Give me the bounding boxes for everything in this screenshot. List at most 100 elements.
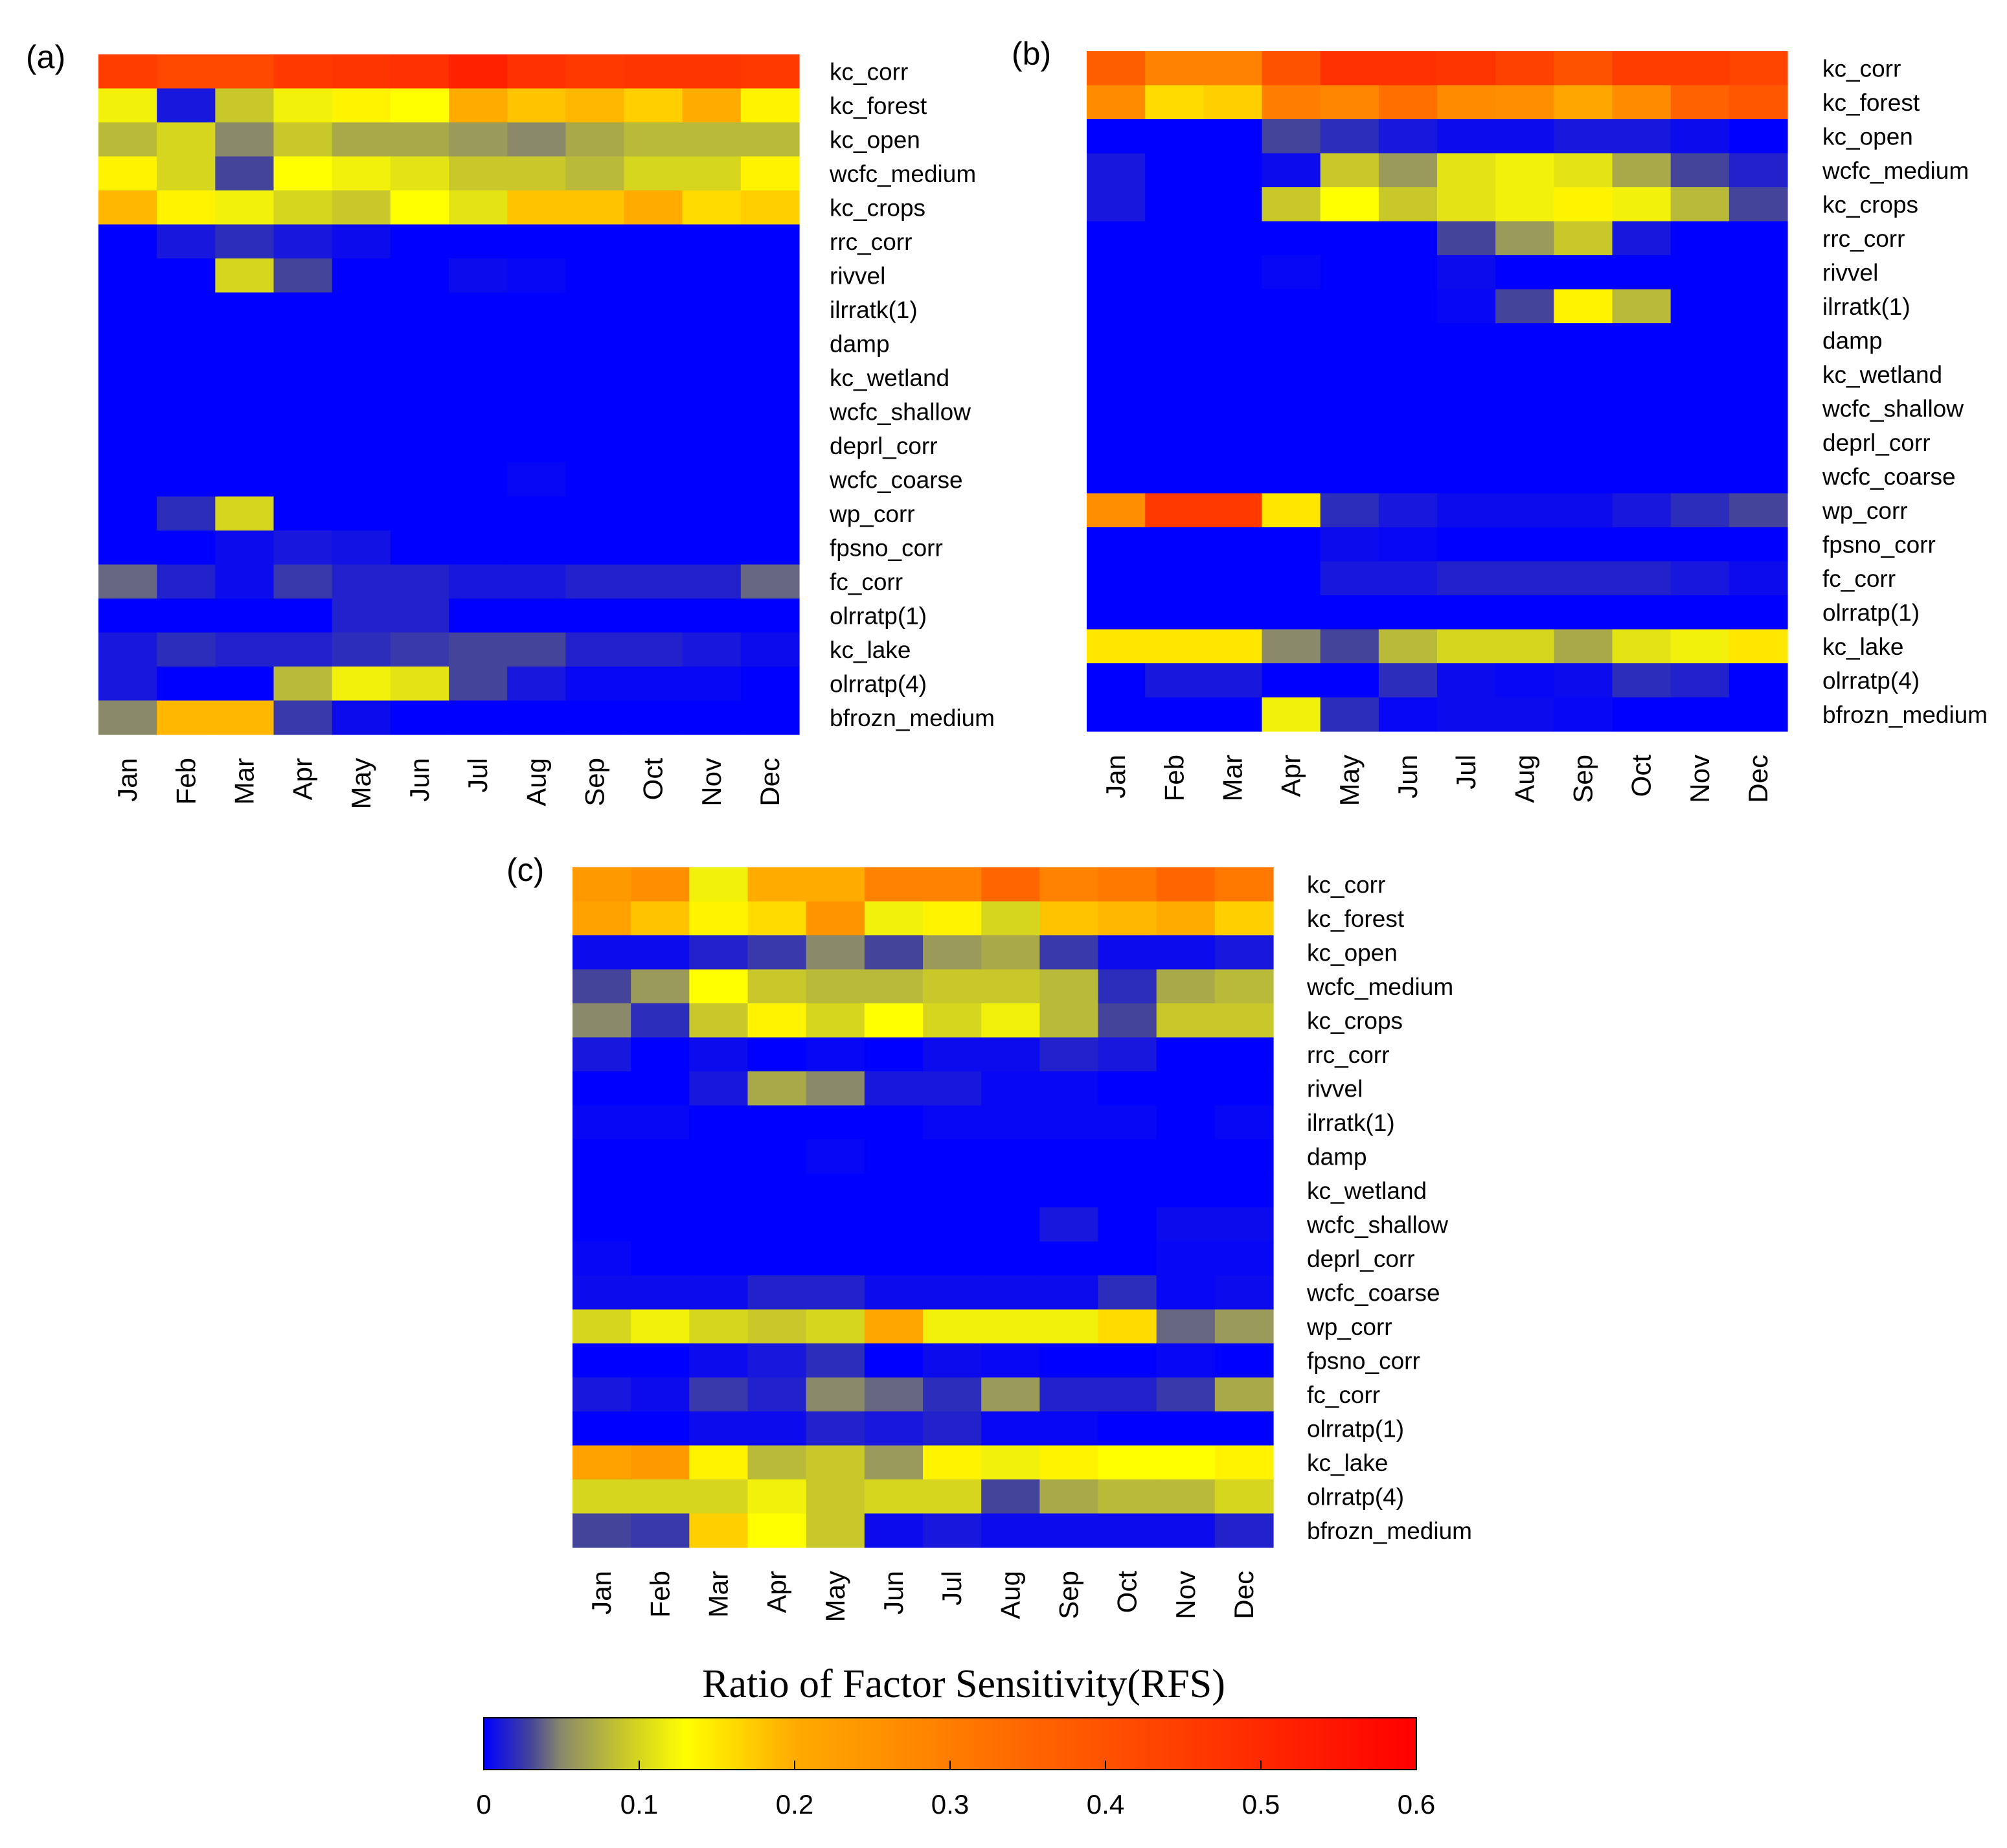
heatmap-cell: [864, 1003, 924, 1038]
heatmap-cell: [98, 530, 157, 565]
heatmap-cell: [689, 1207, 749, 1242]
heatmap-cell: [1203, 323, 1263, 358]
heatmap-cell: [747, 1207, 807, 1242]
heatmap-cell: [1262, 255, 1321, 290]
row-label: wcfc_medium: [1822, 157, 1969, 184]
colorbar: Ratio of Factor Sensitivity(RFS) 0 0.1 0.2…: [476, 1662, 1435, 1819]
heatmap-cell: [1262, 595, 1321, 630]
heatmap-cell: [1262, 323, 1321, 358]
heatmap-cell: [981, 1105, 1040, 1140]
heatmap-cell: [1156, 935, 1216, 970]
heatmap-cell: [390, 700, 449, 735]
heatmap-cell: [1039, 1343, 1099, 1378]
heatmap-cell: [806, 969, 865, 1004]
heatmap-cell: [682, 564, 742, 599]
heatmap-cell: [923, 1411, 982, 1446]
heatmap-cell: [689, 1071, 749, 1106]
heatmap-cell: [682, 190, 742, 225]
heatmap-cell: [864, 1071, 924, 1106]
heatmap-cell: [215, 190, 275, 225]
heatmap-cell: [923, 1513, 982, 1548]
heatmap-cell: [332, 667, 391, 702]
heatmap-cell: [747, 1479, 807, 1514]
column-label: Jan: [586, 1571, 617, 1615]
heatmap-cell: [1554, 289, 1613, 324]
heatmap-cell: [1145, 561, 1204, 596]
heatmap-cell: [1554, 51, 1613, 86]
row-label: deprl_corr: [1822, 429, 1931, 456]
heatmap-cell: [1378, 527, 1438, 562]
heatmap-cell: [631, 867, 690, 902]
heatmap-cell: [1554, 425, 1613, 460]
heatmap-cell: [1612, 561, 1672, 596]
heatmap-cell: [573, 1241, 631, 1276]
heatmap-cell: [981, 1207, 1040, 1242]
heatmap-cell: [689, 1003, 749, 1038]
heatmap-cell: [1156, 1037, 1216, 1072]
heatmap-cell: [740, 462, 800, 497]
heatmap-cell: [390, 360, 449, 395]
heatmap-cell: [682, 530, 742, 565]
heatmap-cell: [1156, 1309, 1216, 1344]
heatmap-cell: [565, 360, 625, 395]
heatmap-cell: [273, 326, 333, 361]
heatmap-cell: [864, 1275, 924, 1310]
heatmap-cell: [573, 901, 631, 936]
heatmap-cell: [864, 1411, 924, 1446]
row-label: wcfc_coarse: [829, 466, 963, 493]
heatmap-cell: [98, 700, 157, 735]
heatmap-cell: [507, 564, 566, 599]
heatmap-cell: [806, 935, 865, 970]
heatmap-cell: [923, 1275, 982, 1310]
heatmap-cell: [747, 1343, 807, 1378]
heatmap-cell: [1320, 255, 1379, 290]
heatmap-cell: [1670, 357, 1730, 392]
heatmap-cell: [449, 496, 508, 531]
heatmap-cell: [332, 599, 391, 633]
heatmap-cell: [1612, 323, 1672, 358]
heatmap-cell: [215, 462, 275, 497]
heatmap-cell: [1262, 85, 1321, 120]
heatmap-cell: [1156, 867, 1216, 902]
row-label: kc_lake: [830, 637, 911, 663]
column-label: Oct: [1626, 755, 1657, 797]
heatmap-cell: [1145, 595, 1204, 630]
heatmap-cell: [624, 224, 683, 259]
row-label: wp_corr: [829, 501, 915, 527]
heatmap-cell: [923, 1173, 982, 1208]
heatmap-cell: [1670, 289, 1730, 324]
heatmap-cell: [573, 1037, 631, 1072]
heatmap-cell: [273, 632, 333, 667]
heatmap-cell: [1039, 867, 1099, 902]
heatmap-cell: [507, 326, 566, 361]
heatmap-cell: [806, 1343, 865, 1378]
heatmap-cell: [565, 599, 625, 633]
heatmap-cell: [157, 496, 216, 531]
heatmap-cell: [1262, 527, 1321, 562]
heatmap-cell: [624, 326, 683, 361]
heatmap-cell: [1039, 1071, 1099, 1106]
heatmap-cell: [682, 632, 742, 667]
heatmap-cell: [806, 1105, 865, 1140]
heatmap-cell: [1729, 85, 1788, 120]
row-label: kc_wetland: [830, 365, 949, 391]
heatmap-cell: [1670, 459, 1730, 494]
heatmap-cell: [1495, 255, 1554, 290]
heatmap-cell: [157, 156, 216, 191]
heatmap-cell: [507, 530, 566, 565]
heatmap-cell: [923, 1309, 982, 1344]
heatmap-cell: [1612, 629, 1672, 664]
heatmap-cell: [390, 667, 449, 702]
heatmap-cell: [1214, 1377, 1274, 1412]
heatmap-cell: [1378, 289, 1438, 324]
heatmap-cell: [507, 700, 566, 735]
heatmap-cell: [1203, 51, 1263, 86]
heatmap-cell: [1098, 1105, 1157, 1140]
row-label: kc_lake: [1307, 1450, 1388, 1476]
heatmap-cell: [1203, 221, 1263, 256]
row-label: bfrozn_medium: [1822, 702, 1988, 728]
heatmap-cell: [864, 1479, 924, 1514]
heatmap-cell: [747, 1309, 807, 1344]
row-label: rivvel: [1307, 1075, 1363, 1102]
heatmap-cell: [1145, 459, 1204, 494]
